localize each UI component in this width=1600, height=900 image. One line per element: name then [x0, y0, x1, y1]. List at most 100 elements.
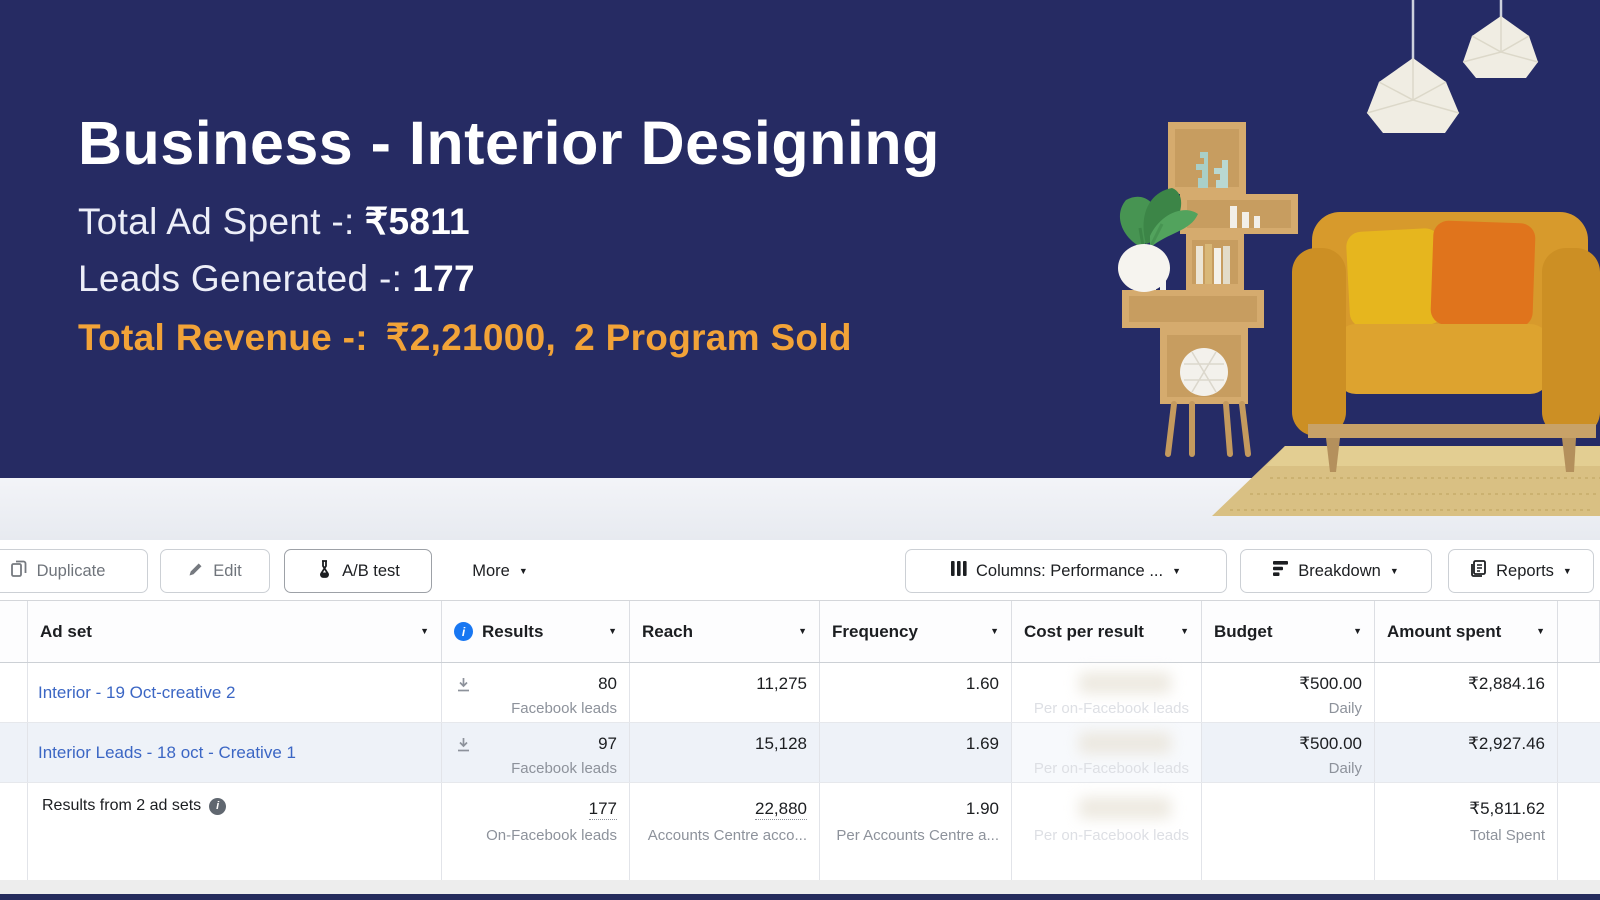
- columns-button[interactable]: Columns: Performance ... ▼: [905, 549, 1227, 593]
- header-cost-per-result[interactable]: Cost per result ▼: [1012, 601, 1202, 662]
- summary-checkbox-cell: [0, 783, 28, 881]
- cost-total-sub: Per on-Facebook leads: [1033, 827, 1189, 844]
- reach-total: 22,880: [755, 799, 807, 820]
- duplicate-button[interactable]: Duplicate: [0, 549, 148, 593]
- chevron-down-icon: ▼: [518, 566, 528, 576]
- amount-spent-value: ₹2,927.46: [1468, 734, 1545, 753]
- download-icon[interactable]: [456, 677, 471, 697]
- header-checkbox-cell: [0, 601, 28, 662]
- bottom-edge-bar: [0, 894, 1600, 900]
- extra-cell: [1558, 723, 1600, 782]
- budget-sub: Daily: [1328, 760, 1362, 777]
- header-amount-spent[interactable]: Amount spent ▼: [1375, 601, 1558, 662]
- breakdown-icon: [1273, 561, 1289, 581]
- results-value: 97: [598, 734, 617, 753]
- reach-value: 15,128: [755, 734, 807, 753]
- table-row[interactable]: Interior - 19 Oct-creative 2 80 Facebook…: [0, 663, 1600, 723]
- chevron-down-icon[interactable]: ▼: [1536, 626, 1545, 636]
- breakdown-label: Breakdown: [1298, 561, 1381, 580]
- budget-value: ₹500.00: [1299, 674, 1362, 693]
- chevron-down-icon[interactable]: ▼: [1180, 626, 1189, 636]
- stat-ad-spent-value: ₹5811: [364, 201, 470, 242]
- duplicate-label: Duplicate: [36, 561, 106, 580]
- stat-ad-spent-label: Total Ad Spent -:: [78, 201, 355, 242]
- extra-cell: [1558, 783, 1600, 881]
- amount-spent-total-sub: Total Spent: [1469, 827, 1545, 844]
- chevron-down-icon[interactable]: ▼: [798, 626, 807, 636]
- ab-test-button[interactable]: A/B test: [284, 549, 432, 593]
- columns-label: Columns: Performance ...: [976, 561, 1164, 580]
- frequency-total-sub: Per Accounts Centre a...: [836, 827, 999, 844]
- chevron-down-icon: ▼: [1389, 566, 1399, 576]
- ad-set-link[interactable]: Interior Leads - 18 oct - Creative 1: [38, 743, 296, 762]
- results-value: 80: [598, 674, 617, 693]
- duplicate-icon: [10, 560, 28, 582]
- reach-value: 11,275: [756, 674, 807, 693]
- breakdown-button[interactable]: Breakdown ▼: [1240, 549, 1432, 593]
- summary-row: Results from 2 ad sets i 177 On-Facebook…: [0, 783, 1600, 881]
- frequency-value: 1.69: [965, 734, 999, 753]
- header-reach[interactable]: Reach ▼: [630, 601, 820, 662]
- header-frequency[interactable]: Frequency ▼: [820, 601, 1012, 662]
- table-header: Ad set ▼ i Results ▼ Reach ▼ Frequency ▼…: [0, 601, 1600, 663]
- hero-banner: Business - Interior Designing Total Ad S…: [0, 0, 1600, 478]
- reports-icon: [1470, 560, 1487, 582]
- reach-total-sub: Accounts Centre acco...: [647, 827, 807, 844]
- amount-spent-value: ₹2,884.16: [1468, 674, 1545, 693]
- header-extra-cell: [1558, 601, 1600, 662]
- edit-button[interactable]: Edit: [160, 549, 270, 593]
- redacted-value: [1079, 672, 1171, 694]
- stat-revenue-suffix: 2 Program Sold: [574, 317, 852, 358]
- header-budget[interactable]: Budget ▼: [1202, 601, 1375, 662]
- pencil-icon: [188, 561, 204, 582]
- tab-bar: s 1 selected ✕ Ad sets for 1 Campaign Ad…: [0, 478, 1600, 540]
- cost-sub: Per on-Facebook leads: [1033, 760, 1189, 777]
- ad-sets-table: Ad set ▼ i Results ▼ Reach ▼ Frequency ▼…: [0, 600, 1600, 881]
- chevron-down-icon[interactable]: ▼: [420, 626, 429, 636]
- stat-revenue-label: Total Revenue -:: [78, 317, 368, 358]
- stat-leads: Leads Generated -: 177: [78, 258, 475, 300]
- extra-cell: [1558, 663, 1600, 722]
- summary-label: Results from 2 ad sets i: [42, 797, 227, 815]
- chevron-down-icon[interactable]: ▼: [990, 626, 999, 636]
- more-label: More: [472, 561, 510, 580]
- stat-revenue-value: ₹2,21000,: [385, 317, 557, 358]
- results-sub: Facebook leads: [511, 700, 617, 717]
- results-total: 177: [588, 799, 617, 820]
- stat-leads-label: Leads Generated -:: [78, 258, 403, 299]
- frequency-value: 1.60: [965, 674, 999, 693]
- info-icon: i: [454, 622, 473, 641]
- frequency-total: 1.90: [965, 799, 999, 818]
- budget-sub: Daily: [1328, 700, 1362, 717]
- chevron-down-icon[interactable]: ▼: [608, 626, 617, 636]
- budget-total-empty: [1202, 783, 1375, 881]
- horizontal-scrollbar-track[interactable]: [0, 880, 1600, 894]
- flask-icon: [316, 559, 333, 583]
- stat-ad-spent: Total Ad Spent -: ₹5811: [78, 200, 470, 243]
- results-sub: Facebook leads: [511, 760, 617, 777]
- header-ad-set[interactable]: Ad set ▼: [28, 601, 442, 662]
- header-results[interactable]: i Results ▼: [442, 601, 630, 662]
- more-button[interactable]: More ▼: [448, 549, 552, 593]
- banner-title: Business - Interior Designing: [78, 109, 940, 177]
- table-row-selected[interactable]: Interior Leads - 18 oct - Creative 1 97 …: [0, 723, 1600, 783]
- amount-spent-total: ₹5,811.62: [1469, 799, 1545, 818]
- reports-button[interactable]: Reports ▼: [1448, 549, 1594, 593]
- edit-label: Edit: [213, 561, 242, 580]
- cost-sub: Per on-Facebook leads: [1033, 700, 1189, 717]
- chevron-down-icon: ▼: [1172, 566, 1181, 576]
- download-icon[interactable]: [456, 737, 471, 757]
- results-total-sub: On-Facebook leads: [486, 827, 617, 844]
- chevron-down-icon: ▼: [1562, 566, 1572, 576]
- ad-set-link[interactable]: Interior - 19 Oct-creative 2: [38, 683, 236, 702]
- stat-revenue: Total Revenue -: ₹2,21000, 2 Program Sold: [78, 316, 870, 359]
- row-checkbox-cell[interactable]: [0, 663, 28, 722]
- reports-label: Reports: [1496, 561, 1554, 580]
- redacted-value: [1079, 732, 1171, 754]
- columns-icon: [951, 561, 967, 581]
- redacted-value: [1079, 797, 1171, 819]
- toolbar: Duplicate Edit A/B test More ▼ Columns: …: [0, 540, 1600, 600]
- info-icon[interactable]: i: [209, 797, 227, 815]
- chevron-down-icon[interactable]: ▼: [1353, 626, 1362, 636]
- row-checkbox-cell[interactable]: [0, 723, 28, 782]
